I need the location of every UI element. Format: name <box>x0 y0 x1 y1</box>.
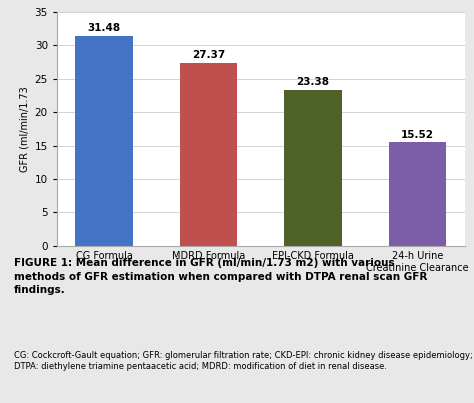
Y-axis label: GFR (ml/min/1.73: GFR (ml/min/1.73 <box>19 86 29 172</box>
Bar <box>75 35 133 246</box>
Text: FIGURE 1: Mean difference in GFR (ml/min/1.73 m2) with various
methods of GFR es: FIGURE 1: Mean difference in GFR (ml/min… <box>14 258 428 295</box>
Text: 31.48: 31.48 <box>88 23 121 33</box>
Bar <box>284 90 342 246</box>
Text: 27.37: 27.37 <box>192 50 225 60</box>
Bar <box>389 142 446 246</box>
Bar <box>180 63 237 246</box>
Text: 15.52: 15.52 <box>401 129 434 139</box>
Text: CG: Cockcroft-Gault equation; GFR: glomerular filtration rate; CKD-EPI: chronic : CG: Cockcroft-Gault equation; GFR: glome… <box>14 351 473 371</box>
Text: 23.38: 23.38 <box>296 77 329 87</box>
